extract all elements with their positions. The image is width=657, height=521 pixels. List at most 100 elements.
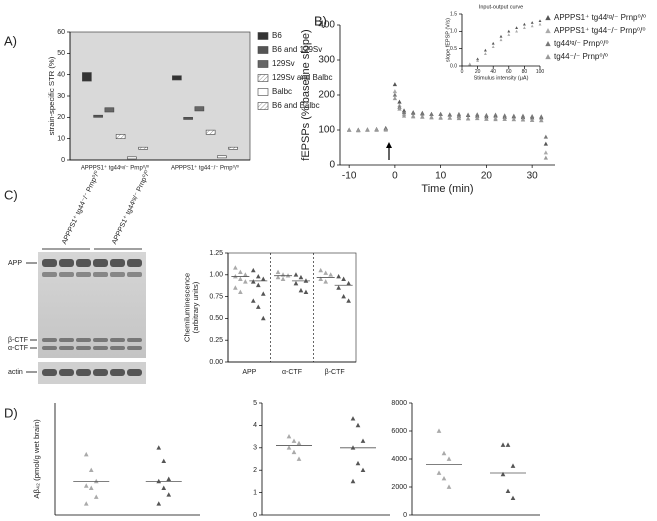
data-point xyxy=(298,287,304,293)
marker xyxy=(392,82,398,87)
y-tick-label: 0.50 xyxy=(209,315,223,322)
data-point xyxy=(293,272,299,277)
data-point xyxy=(161,485,167,490)
y-tick-label: 1.0 xyxy=(450,29,457,35)
y-tick-label: 6000 xyxy=(391,428,407,435)
data-point xyxy=(341,294,346,299)
panel-label: B) xyxy=(314,13,327,28)
band-label: β-CTF xyxy=(8,337,28,344)
data-point xyxy=(350,478,356,484)
y-tick-label: 60 xyxy=(57,29,65,36)
marker xyxy=(529,117,535,122)
x-tick-label: 100 xyxy=(536,69,545,75)
y-tick-label: 4 xyxy=(253,422,257,429)
marker xyxy=(429,115,434,120)
data-point xyxy=(233,285,238,290)
marker xyxy=(397,106,402,111)
floating-bar xyxy=(82,72,92,82)
data-point xyxy=(500,442,506,447)
marker xyxy=(420,114,425,119)
floating-bar xyxy=(228,146,238,150)
data-point xyxy=(355,422,361,428)
data-point xyxy=(286,445,292,450)
x-tick-label: 10 xyxy=(435,171,447,182)
y-tick-label: 8000 xyxy=(391,400,407,407)
panel-label: D) xyxy=(4,405,18,420)
plot-background xyxy=(70,32,250,160)
panel-label: A) xyxy=(4,33,17,48)
y-tick-label: 10 xyxy=(57,136,65,143)
legend-swatch xyxy=(257,60,269,68)
x-tick-label: 60 xyxy=(506,69,512,75)
y-tick-label: 0 xyxy=(329,160,335,171)
marker xyxy=(539,118,544,123)
marker xyxy=(346,127,352,132)
x-tick-label: 30 xyxy=(527,171,539,182)
western-blot: APPPS1⁺ tg44⁻/⁻ Prnp⁰/⁰ APPPS1⁺ tg44ᵗᵍ/⁻… xyxy=(8,169,152,384)
panel-label: C) xyxy=(4,187,18,202)
data-point xyxy=(238,269,243,275)
floating-bar xyxy=(115,134,126,139)
data-point xyxy=(336,273,341,279)
y-tick-label: 4000 xyxy=(391,456,407,463)
marker xyxy=(484,116,489,121)
marker xyxy=(543,141,549,146)
floating-bar xyxy=(93,114,103,118)
legend-swatch xyxy=(257,46,269,54)
data-point xyxy=(346,298,351,303)
y-tick-label: 40 xyxy=(57,72,65,79)
data-point xyxy=(291,449,297,455)
marker xyxy=(522,26,526,29)
data-point xyxy=(250,279,256,284)
marker xyxy=(543,155,549,160)
marker xyxy=(529,113,535,119)
x-tick-label: β-CTF xyxy=(325,369,345,376)
marker xyxy=(429,111,434,116)
y-tick-label: 0.25 xyxy=(209,337,223,344)
data-point xyxy=(510,463,516,468)
data-point xyxy=(350,416,356,421)
x-tick-label: 20 xyxy=(475,69,481,75)
legend-swatch xyxy=(257,102,269,110)
data-point xyxy=(296,456,302,461)
y-tick-label: 100 xyxy=(318,125,335,136)
legend-label: tg44⁻/⁻ Prnp⁰/⁰ xyxy=(554,52,608,61)
floating-bar xyxy=(127,156,137,160)
y-tick-label: 2 xyxy=(253,467,257,474)
legend-swatch xyxy=(257,74,269,82)
y-tick-label: 50 xyxy=(57,50,65,57)
data-point xyxy=(88,467,94,473)
legend-label: tg44ᵗᵍ/⁻ Prnp⁰/⁰ xyxy=(554,39,609,48)
floating-bar xyxy=(104,107,115,113)
x-axis-label: Time (min) xyxy=(421,183,473,195)
data-point xyxy=(233,265,238,270)
y-axis-label: slope fEPSP (V/s) xyxy=(445,18,451,62)
x-tick-label: 40 xyxy=(490,69,496,75)
x-axis-label: Stimulus intensity (µA) xyxy=(474,75,529,81)
marker xyxy=(520,117,526,122)
plot-frame xyxy=(227,252,357,363)
data-point xyxy=(255,304,261,309)
data-point xyxy=(286,434,292,439)
marker xyxy=(411,114,416,119)
band-label: α-CTF xyxy=(8,345,28,352)
marker xyxy=(447,112,452,117)
data-point xyxy=(303,289,309,295)
marker xyxy=(476,57,480,61)
data-point xyxy=(275,269,281,275)
data-point xyxy=(83,501,89,506)
data-point xyxy=(166,492,172,497)
data-point xyxy=(436,470,442,475)
marker xyxy=(465,116,471,121)
marker xyxy=(507,29,511,33)
data-point xyxy=(323,279,329,284)
data-point xyxy=(243,279,248,284)
y-tick-label: 0 xyxy=(61,157,65,164)
marker xyxy=(483,52,487,55)
y-tick-label: 2000 xyxy=(391,484,407,491)
marker xyxy=(392,92,398,97)
x-tick-label: 0 xyxy=(392,171,398,182)
marker xyxy=(520,113,526,118)
y-tick-label: 1.5 xyxy=(450,11,457,17)
data-point xyxy=(280,276,286,281)
